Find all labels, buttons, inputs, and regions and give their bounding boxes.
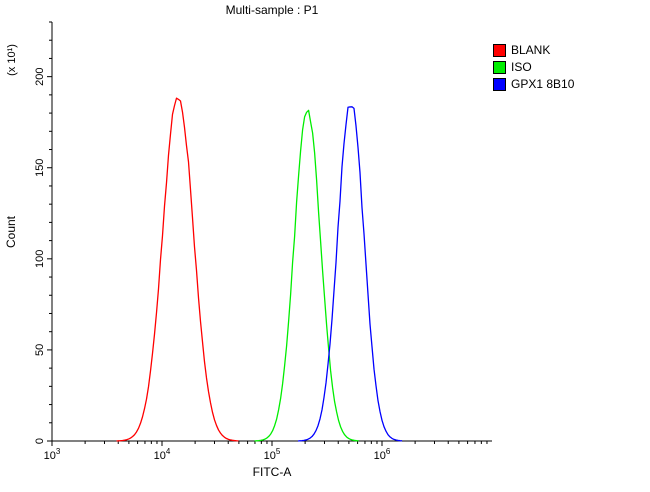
legend-swatch-gpx1-8b10 — [493, 78, 506, 91]
axes — [51, 22, 492, 442]
x-axis-label: FITC-A — [253, 465, 292, 479]
y-tick-label: 0 — [34, 438, 46, 444]
legend-item-iso: ISO — [493, 61, 574, 74]
series-gpx1-8b10 — [297, 106, 403, 442]
legend-swatch-blank — [493, 44, 506, 57]
legend-swatch-iso — [493, 61, 506, 74]
y-tick-label: 100 — [34, 250, 46, 268]
x-tick-label: 105 — [264, 447, 281, 462]
chart-title: Multi-sample : P1 — [226, 3, 319, 17]
y-tick-label: 50 — [34, 344, 46, 356]
y-axis-label: Count — [4, 215, 18, 248]
x-ticks: 103 104 105 106 — [44, 441, 488, 462]
y-tick-label: 150 — [34, 159, 46, 177]
legend-label-iso: ISO — [511, 60, 532, 74]
legend-item-gpx1-8b10: GPX1 8B10 — [493, 78, 574, 91]
x-tick-label: 106 — [374, 447, 391, 462]
legend-label-gpx1-8b10: GPX1 8B10 — [511, 77, 575, 91]
y-axis-unit-label: (x 10¹) — [6, 44, 18, 76]
legend: BLANK ISO GPX1 8B10 — [493, 44, 574, 91]
y-ticks: 0 50 100 150 200 — [34, 21, 52, 444]
x-tick-label: 103 — [44, 447, 61, 462]
x-tick-label: 104 — [154, 447, 171, 462]
plot-area: 103 104 105 106 0 50 100 150 200 — [34, 21, 492, 462]
series-iso — [254, 109, 359, 442]
legend-item-blank: BLANK — [493, 44, 574, 57]
legend-label-blank: BLANK — [511, 43, 551, 57]
y-tick-label: 200 — [34, 67, 46, 85]
series-blank — [116, 97, 239, 442]
